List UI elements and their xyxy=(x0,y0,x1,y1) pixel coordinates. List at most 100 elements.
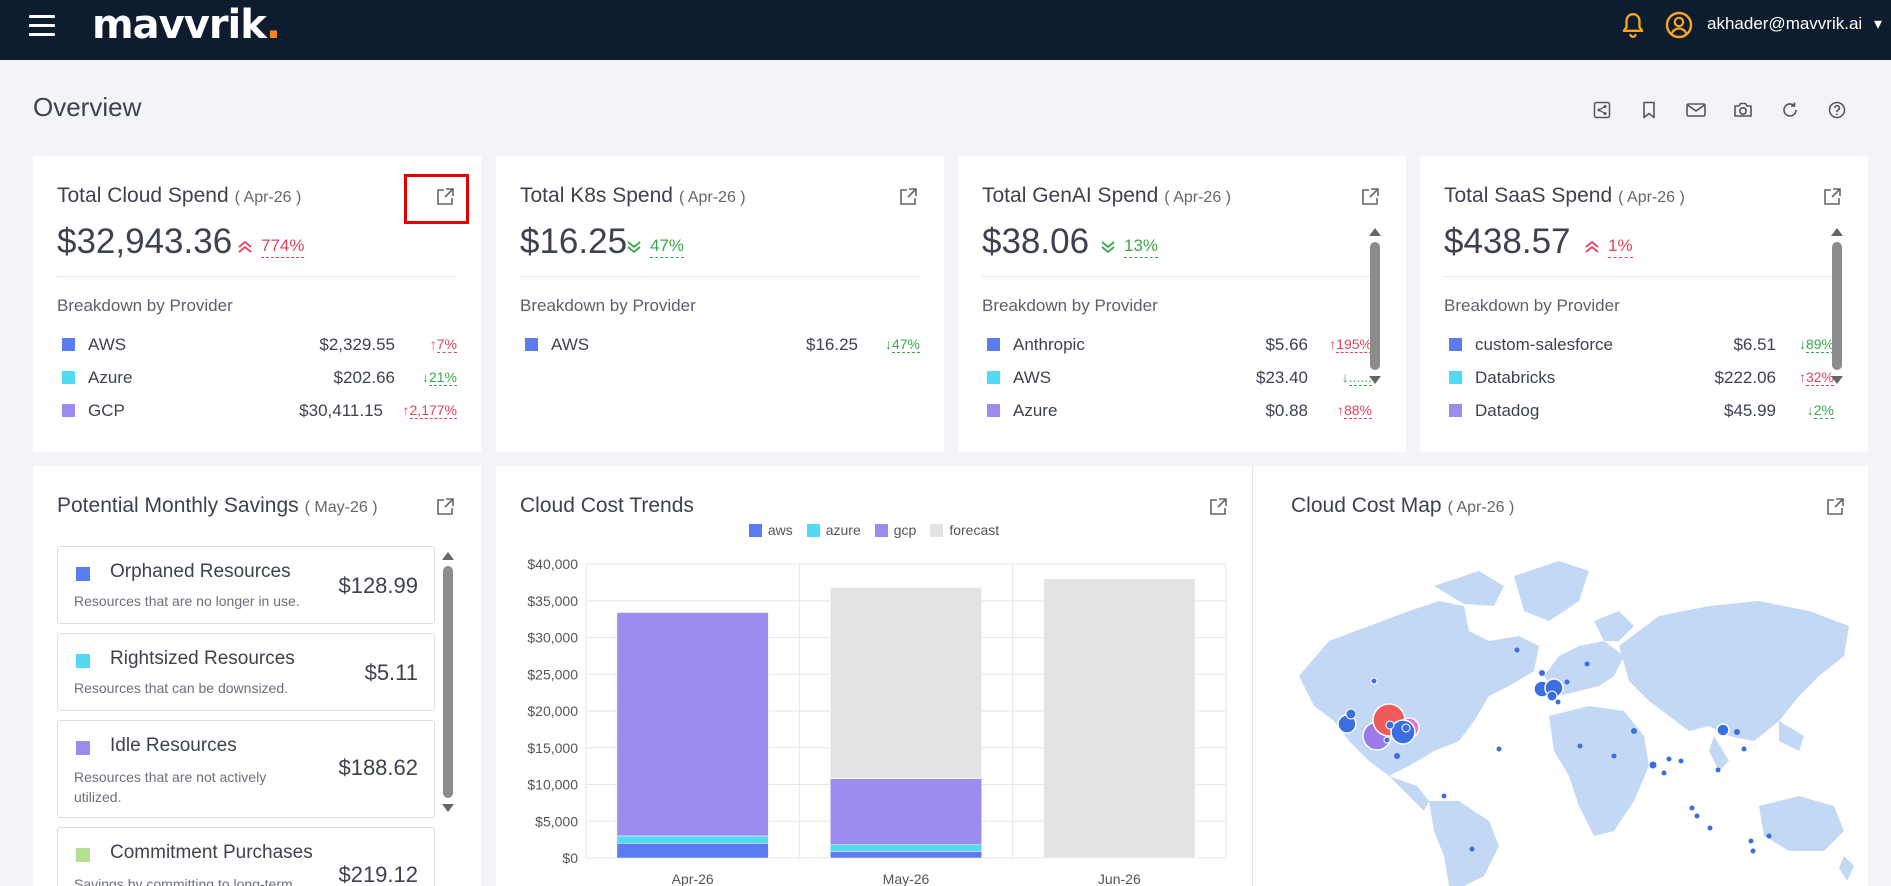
world-map[interactable] xyxy=(1259,546,1859,886)
scroll-down-icon[interactable] xyxy=(1831,376,1843,384)
y-tick-label: $15,000 xyxy=(527,740,578,756)
chevron-down-icon[interactable]: ▾ xyxy=(1874,16,1883,33)
y-tick-label: $30,000 xyxy=(527,630,578,646)
legend-swatch xyxy=(1449,404,1462,417)
savings-item-idle[interactable]: Idle Resources Resources that are not ac… xyxy=(57,720,435,818)
legend-swatch xyxy=(987,371,1000,384)
card-title: Total K8s Spend( Apr-26 ) xyxy=(520,184,746,207)
bar-gcp xyxy=(616,612,769,837)
divider xyxy=(1444,276,1838,277)
camera-icon[interactable] xyxy=(1731,98,1755,122)
provider-row[interactable]: custom-salesforce $6.51 ↓89% xyxy=(1444,335,1834,368)
bar-aws xyxy=(616,843,769,859)
legend-swatch xyxy=(62,404,75,417)
legend-item-azure[interactable]: azure xyxy=(806,522,861,538)
external-link-icon[interactable] xyxy=(435,497,455,517)
user-email[interactable]: akhader@mavvrik.ai xyxy=(1707,14,1863,33)
menu-icon[interactable] xyxy=(29,15,55,37)
y-tick-label: $20,000 xyxy=(527,703,578,719)
scroll-down-icon[interactable] xyxy=(1369,376,1381,384)
logo[interactable]: mavvrik. xyxy=(92,2,281,48)
scroll-up-icon[interactable] xyxy=(1831,228,1843,236)
card-title: Cloud Cost Map( Apr-26 ) xyxy=(1291,494,1515,517)
external-link-icon[interactable] xyxy=(898,187,918,207)
top-bar: mavvrik. akhader@mavvrik.ai ▾ xyxy=(0,0,1891,60)
scrollbar-thumb[interactable] xyxy=(1370,242,1380,370)
x-tick-label: Jun-26 xyxy=(1098,871,1141,886)
bar-azure xyxy=(616,835,769,844)
card-title: Potential Monthly Savings( May-26 ) xyxy=(57,494,378,517)
scroll-down-icon[interactable] xyxy=(442,804,454,812)
external-link-icon[interactable] xyxy=(1822,187,1842,207)
scrollbar-thumb[interactable] xyxy=(443,566,453,798)
provider-row[interactable]: GCP $30,411.15 ↑2,177% xyxy=(57,401,457,434)
savings-item-rightsized[interactable]: Rightsized Resources Resources that can … xyxy=(57,633,435,711)
legend-swatch xyxy=(1449,338,1462,351)
total-amount: $438.57 xyxy=(1444,222,1571,261)
breakdown-title: Breakdown by Provider xyxy=(982,296,1158,315)
card-title: Cloud Cost Trends xyxy=(520,494,694,517)
legend-swatch xyxy=(76,567,90,581)
breakdown-title: Breakdown by Provider xyxy=(57,296,233,315)
legend-swatch xyxy=(987,338,1000,351)
divider xyxy=(57,276,457,277)
breakdown-title: Breakdown by Provider xyxy=(520,296,696,315)
help-icon[interactable] xyxy=(1825,98,1849,122)
provider-list: AWS $2,329.55 ↑7% Azure $202.66 ↓21% GCP… xyxy=(57,335,457,434)
cost-trends-card: Cloud Cost Trends aws azure gcp forecast… xyxy=(496,466,1252,886)
user-avatar-icon[interactable] xyxy=(1665,11,1693,39)
y-tick-label: $0 xyxy=(562,850,578,866)
provider-row[interactable]: Azure $0.88 ↑88% xyxy=(982,401,1372,434)
provider-row[interactable]: AWS $2,329.55 ↑7% xyxy=(57,335,457,368)
external-link-icon[interactable] xyxy=(1825,497,1845,517)
savings-card: Potential Monthly Savings( May-26 ) Orph… xyxy=(33,466,481,886)
legend-swatch xyxy=(76,654,90,668)
external-link-icon[interactable] xyxy=(1208,497,1228,517)
mail-icon[interactable] xyxy=(1684,98,1708,122)
bookmark-icon[interactable] xyxy=(1637,98,1661,122)
provider-list: AWS $16.25 ↓47% xyxy=(520,335,920,368)
legend-swatch xyxy=(76,848,90,862)
scrollbar[interactable] xyxy=(1368,228,1382,384)
scroll-up-icon[interactable] xyxy=(442,552,454,560)
legend-swatch xyxy=(62,338,75,351)
bar-aws xyxy=(830,851,982,859)
change-indicator: 1% xyxy=(1584,236,1633,258)
provider-row[interactable]: Azure $202.66 ↓21% xyxy=(57,368,457,401)
provider-row[interactable]: Datadog $45.99 ↓2% xyxy=(1444,401,1834,434)
genai-spend-card: Total GenAI Spend( Apr-26 ) $38.06 13% B… xyxy=(958,156,1406,452)
legend-item-forecast[interactable]: forecast xyxy=(930,522,999,538)
scrollbar[interactable] xyxy=(1830,228,1844,384)
provider-list: Anthropic $5.66 ↑195% AWS $23.40 ↓......… xyxy=(982,335,1372,434)
bar-azure xyxy=(830,844,982,852)
card-title: Total Cloud Spend( Apr-26 ) xyxy=(57,184,302,207)
double-chevron-down-icon xyxy=(627,241,641,254)
legend-swatch xyxy=(62,371,75,384)
legend-item-aws[interactable]: aws xyxy=(748,522,793,538)
external-link-icon[interactable] xyxy=(435,187,455,207)
legend-item-gcp[interactable]: gcp xyxy=(874,522,916,538)
scroll-up-icon[interactable] xyxy=(1369,228,1381,236)
chart-legend: aws azure gcp forecast xyxy=(496,522,1252,538)
bar-forecast xyxy=(1043,578,1196,859)
toolbar xyxy=(1590,98,1849,122)
divider xyxy=(520,276,920,277)
provider-row[interactable]: Databricks $222.06 ↑32% xyxy=(1444,368,1834,401)
scrollbar[interactable] xyxy=(441,552,455,812)
provider-row[interactable]: AWS $16.25 ↓47% xyxy=(520,335,920,368)
savings-item-orphaned[interactable]: Orphaned Resources Resources that are no… xyxy=(57,546,435,624)
scrollbar-thumb[interactable] xyxy=(1832,242,1842,370)
provider-row[interactable]: Anthropic $5.66 ↑195% xyxy=(982,335,1372,368)
provider-row[interactable]: AWS $23.40 ↓...... xyxy=(982,368,1372,401)
legend-swatch xyxy=(76,741,90,755)
y-tick-label: $40,000 xyxy=(527,556,578,572)
cost-trends-chart: $0 $5,000 $10,000 $15,000 $20,000 $25,000 $30,… xyxy=(527,556,1227,886)
double-chevron-up-icon xyxy=(238,240,252,253)
share-icon[interactable] xyxy=(1590,98,1614,122)
savings-item-commitment[interactable]: Commitment Purchases Savings by committi… xyxy=(57,827,435,886)
external-link-icon[interactable] xyxy=(1360,187,1380,207)
bell-icon[interactable] xyxy=(1620,12,1646,40)
change-indicator: 774% xyxy=(237,236,305,258)
change-indicator: 13% xyxy=(1100,236,1159,258)
refresh-icon[interactable] xyxy=(1778,98,1802,122)
